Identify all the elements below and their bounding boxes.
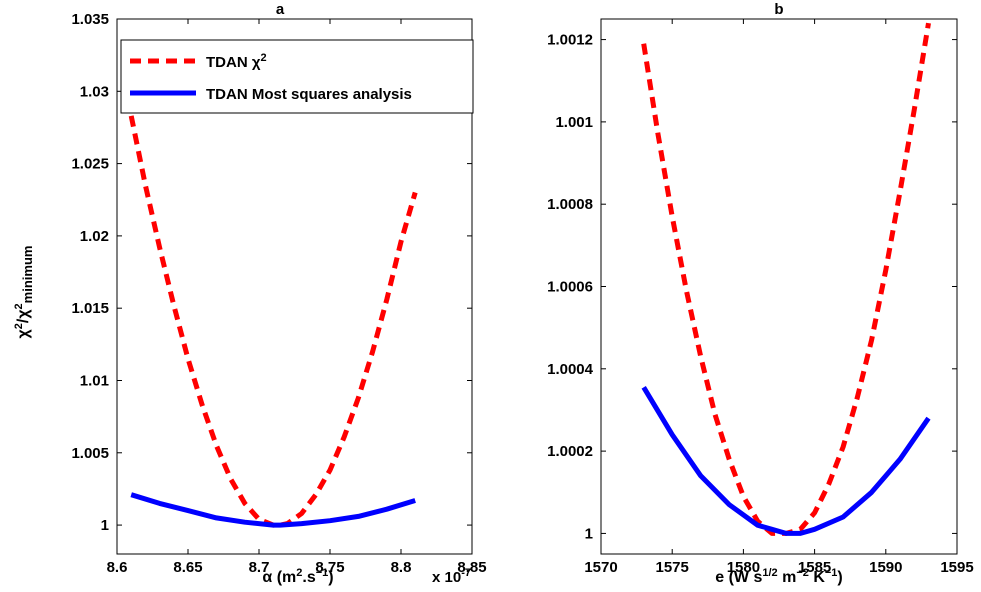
panel-b-xlabel: e (W s1/2 m−2 K−1) bbox=[715, 567, 843, 586]
panel-a-xtick-label: 8.75 bbox=[315, 559, 344, 576]
panel-a-ytick-label: 1.02 bbox=[80, 228, 109, 245]
panel-b-ytick-label: 1.0006 bbox=[547, 279, 593, 296]
panel-b: b 1570 1575 1580 1585 1590 159511.00021.00041… bbox=[547, 1, 974, 586]
panel-b-ticks: 1570 1575 1580 1585 1590 1595 1 1.0002 1.0004 1.0… bbox=[547, 19, 974, 576]
panel-b-ytick-label: 1 bbox=[585, 525, 593, 542]
panel-a-title: a bbox=[276, 1, 285, 18]
panel-b-ytick-label: 1.0012 bbox=[547, 32, 593, 49]
panel-a-xtick-label: 8.85 bbox=[457, 559, 486, 576]
panel-a-series-most-squares bbox=[130, 492, 416, 528]
panel-b-series bbox=[641, 22, 931, 536]
panel-a-ytick-label: 1.035 bbox=[71, 11, 109, 28]
legend-label-chi2: TDAN χ2 bbox=[206, 52, 267, 71]
legend-box bbox=[120, 39, 474, 114]
panel-a-series bbox=[128, 115, 418, 528]
legend-label-most-squares: TDAN Most squares analysis bbox=[206, 86, 412, 103]
panel-a-ticks: 8.6 8.65 8.7 8.75 8.8 8.85 1 1.005 1.01 1.015 1.02… bbox=[71, 11, 486, 576]
panel-b-xtick-label: 1595 bbox=[940, 559, 973, 576]
panel-b-xtick-label: 1590 bbox=[869, 559, 902, 576]
panel-a-ytick-label: 1.03 bbox=[80, 83, 109, 100]
panel-a-series-chi2 bbox=[128, 115, 418, 528]
panel-a-xtick-label: 8.65 bbox=[173, 559, 202, 576]
panel-b-axes-box bbox=[600, 18, 958, 555]
panel-b-ytick-label: 1.0008 bbox=[547, 196, 593, 213]
panel-b-xtick-label: 1570 bbox=[584, 559, 617, 576]
panel-b-ytick-label: 1.0002 bbox=[547, 443, 593, 460]
panel-a-ytick-label: 1.005 bbox=[71, 445, 109, 462]
panel-b-xtick-label: 1575 bbox=[656, 559, 689, 576]
panel-a-ytick-label: 1 bbox=[101, 517, 109, 534]
panel-b-ytick-label: 1.001 bbox=[555, 114, 593, 131]
panel-a-x-multiplier: x 10-7 bbox=[432, 567, 471, 586]
panel-a-ytick-label: 1.01 bbox=[80, 372, 109, 389]
panel-a-xtick-label: 8.8 bbox=[391, 559, 412, 576]
panel-a-xtick-label: 8.7 bbox=[249, 559, 270, 576]
panel-a-ytick-label: 1.025 bbox=[71, 156, 109, 173]
panel-a-ylabel: χ2/χ2minimum bbox=[13, 246, 35, 339]
panel-b-title: b bbox=[774, 1, 783, 18]
panel-b-xtick-label: 1580 bbox=[727, 559, 760, 576]
panel-a-xtick-label: 8.6 bbox=[107, 559, 128, 576]
panel-a: a 8.6 8.65 8.7 8.75 8.8 8.85 1 1.005 1.01 1.015 1.… bbox=[13, 1, 487, 586]
panel-a-xlabel: α (m2.s−1) bbox=[262, 567, 333, 586]
panel-b-series-most-squares bbox=[641, 386, 931, 536]
panel-a-ytick-label: 1.015 bbox=[71, 300, 109, 317]
panel-a-axes-box bbox=[116, 18, 473, 555]
panel-b-xtick-label: 1585 bbox=[798, 559, 831, 576]
panel-b-ytick-label: 1.0004 bbox=[547, 361, 594, 378]
legend: TDAN χ2 TDAN Most squares analysis bbox=[120, 39, 474, 114]
